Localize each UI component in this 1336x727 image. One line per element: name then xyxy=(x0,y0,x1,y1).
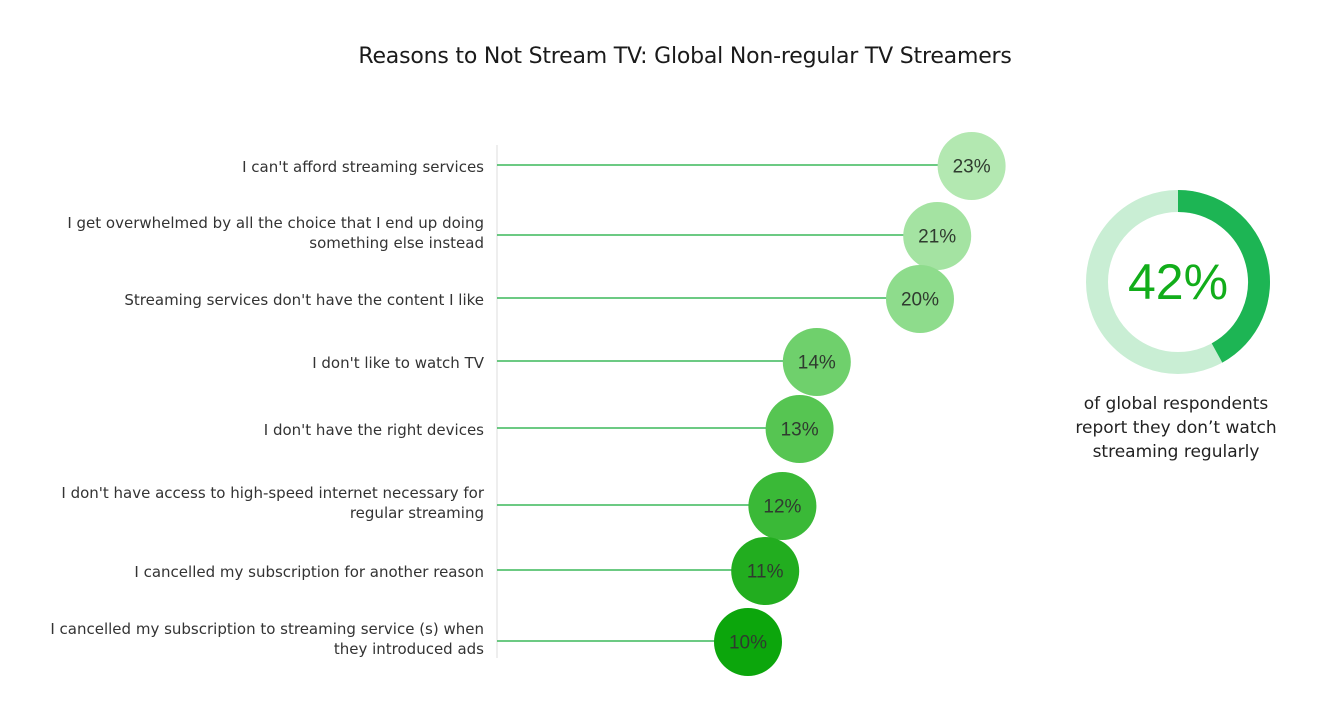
value-label: 11% xyxy=(747,562,784,583)
value-label: 21% xyxy=(918,227,956,248)
category-label-line: something else instead xyxy=(309,234,484,252)
donut-caption: of global respondents report they don’t … xyxy=(1058,392,1294,464)
lollipop-bubble xyxy=(782,328,851,396)
donut-caption-line: streaming regularly xyxy=(1092,442,1260,462)
category-label-line: I don't like to watch TV xyxy=(312,354,484,372)
value-label: 10% xyxy=(729,633,767,654)
chart-title: Reasons to Not Stream TV: Global Non-reg… xyxy=(358,44,1012,69)
category-label: I get overwhelmed by all the choice that… xyxy=(24,213,484,253)
donut-fill xyxy=(1177,190,1270,363)
value-label: 12% xyxy=(763,497,801,518)
category-label-line: regular streaming xyxy=(349,504,484,522)
category-label: I cancelled my subscription to streaming… xyxy=(24,619,484,659)
lollipop-bubble xyxy=(714,608,782,676)
value-label: 14% xyxy=(798,353,836,374)
lollipop-chart: 23% 21% 20% 14% 13% 12% 11% 10% xyxy=(496,132,1006,676)
lollipop-bubble xyxy=(903,202,972,270)
category-label: I don't have access to high-speed intern… xyxy=(24,483,484,523)
category-label: Streaming services don't have the conten… xyxy=(24,290,484,310)
category-label: I don't have the right devices xyxy=(24,420,484,440)
category-label-line: I can't afford streaming services xyxy=(242,158,484,176)
lollipop-bubble xyxy=(886,265,954,333)
value-label: 23% xyxy=(953,157,991,178)
category-label-line: I don't have access to high-speed intern… xyxy=(61,484,484,502)
category-label: I don't like to watch TV xyxy=(24,353,484,373)
category-label-line: Streaming services don't have the conten… xyxy=(124,291,484,309)
value-label: 13% xyxy=(781,420,819,441)
donut-value: 42% xyxy=(1128,254,1228,310)
category-label-line: I don't have the right devices xyxy=(263,421,484,439)
category-label: I can't afford streaming services xyxy=(24,157,484,177)
category-label-line: I cancelled my subscription for another … xyxy=(134,563,484,581)
category-label-line: I get overwhelmed by all the choice that… xyxy=(67,214,484,232)
category-label: I cancelled my subscription for another … xyxy=(24,562,484,582)
donut-caption-line: report they don’t watch xyxy=(1075,418,1277,438)
donut-caption-line: of global respondents xyxy=(1083,394,1269,414)
lollipop-bubble xyxy=(731,537,800,605)
category-label-line: they introduced ads xyxy=(333,640,484,658)
summary-donut: 42% xyxy=(1086,190,1270,374)
lollipop-bubble xyxy=(765,395,834,463)
lollipop-bubble xyxy=(748,472,817,540)
category-label-line: I cancelled my subscription to streaming… xyxy=(50,620,484,638)
lollipop-bubble xyxy=(937,132,1006,200)
value-label: 20% xyxy=(901,290,939,311)
